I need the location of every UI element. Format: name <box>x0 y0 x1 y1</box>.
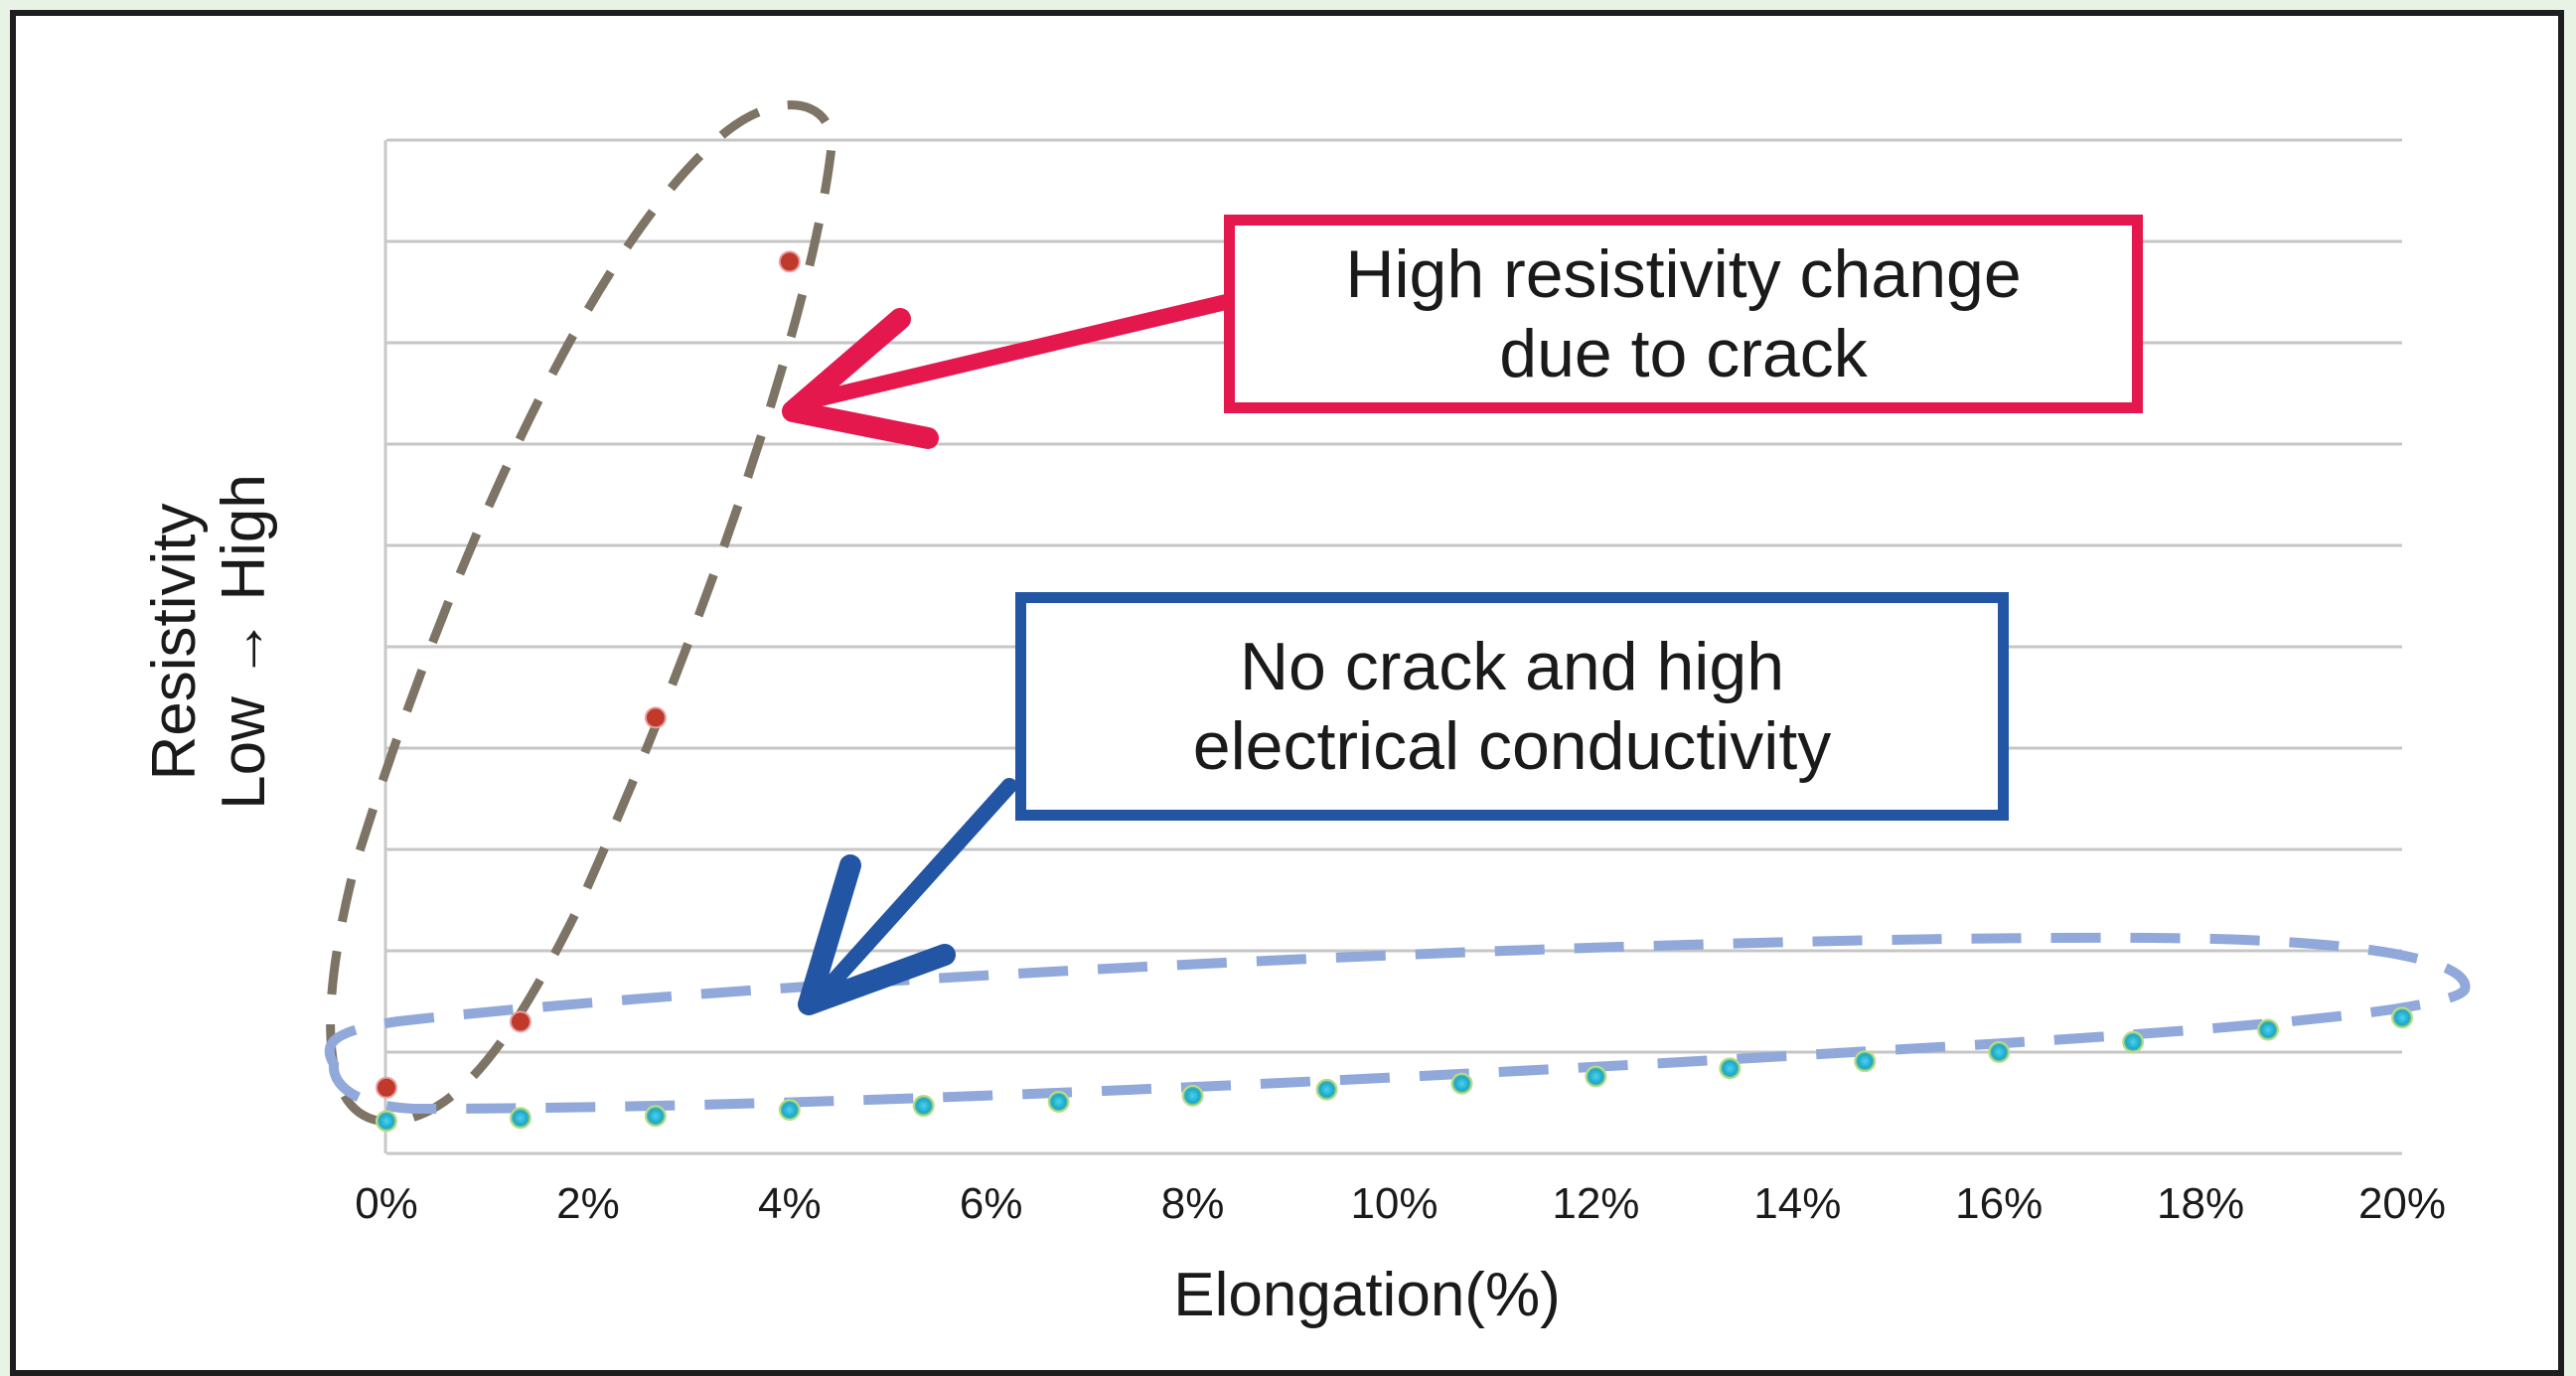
uncracked-point <box>1719 1057 1742 1080</box>
x-tick-label: 16% <box>1955 1179 2043 1228</box>
uncracked-point <box>2122 1030 2145 1053</box>
uncracked-point <box>2391 1006 2413 1029</box>
x-tick-label: 12% <box>1552 1179 1639 1228</box>
cracked-point <box>644 706 667 729</box>
x-tick-label: 0% <box>355 1179 418 1228</box>
uncracked-point <box>509 1107 531 1130</box>
arrow-no-crack <box>798 778 1017 1015</box>
no-crack-enclosure <box>324 932 2471 1115</box>
callout-crack-line2: due to crack <box>1499 316 1868 391</box>
x-tick-label: 18% <box>2157 1179 2244 1228</box>
uncracked-point <box>778 1099 801 1122</box>
uncracked-point <box>1585 1065 1607 1088</box>
arrow-crack <box>782 294 1234 449</box>
callout-no-crack-line1: No crack and high <box>1239 629 1785 704</box>
uncracked-point <box>376 1110 397 1133</box>
x-tick-label: 14% <box>1753 1179 1841 1228</box>
uncracked-point <box>1047 1090 1070 1113</box>
chart-canvas: 0% 2% 4% 6% 8% 10% 12% 14% 16% 18% 20% Elongation(… <box>140 100 2471 1329</box>
series-cracked <box>376 250 801 1099</box>
x-tick-label: 20% <box>2358 1179 2446 1228</box>
x-axis-title: Elongation(%) <box>1173 1261 1560 1329</box>
x-tick-label: 4% <box>758 1179 822 1228</box>
uncracked-point <box>1181 1084 1204 1107</box>
x-tick-label: 6% <box>960 1179 1023 1228</box>
crack-enclosure <box>326 100 836 1126</box>
x-tick-labels: 0% 2% 4% 6% 8% 10% 12% 14% 16% 18% 20% <box>355 1179 2446 1228</box>
chart-frame: 0% 2% 4% 6% 8% 10% 12% 14% 16% 18% 20% Elongation(… <box>10 10 2564 1376</box>
callout-no-crack-line2: electrical conductivity <box>1192 708 1832 784</box>
x-tick-label: 10% <box>1350 1179 1438 1228</box>
uncracked-point <box>1854 1050 1877 1073</box>
x-tick-label: 2% <box>556 1179 620 1228</box>
callout-crack-line1: High resistivity change <box>1345 236 2022 312</box>
callout-crack: High resistivity change due to crack <box>1224 215 2143 413</box>
series-uncracked <box>376 1006 2413 1133</box>
callout-no-crack: No crack and high electrical conductivit… <box>1015 592 2009 821</box>
uncracked-point <box>1988 1041 2011 1063</box>
uncracked-point <box>1450 1072 1473 1095</box>
cracked-point <box>376 1076 397 1099</box>
y-axis-title-line2: Low → High <box>210 474 278 810</box>
x-tick-label: 8% <box>1161 1179 1225 1228</box>
uncracked-point <box>912 1095 935 1118</box>
y-axis-title-line1: Resistivity <box>140 503 209 780</box>
cracked-point <box>778 250 801 273</box>
cracked-point <box>509 1010 531 1033</box>
uncracked-point <box>2257 1018 2280 1041</box>
uncracked-point <box>644 1105 667 1128</box>
uncracked-point <box>1315 1078 1338 1101</box>
